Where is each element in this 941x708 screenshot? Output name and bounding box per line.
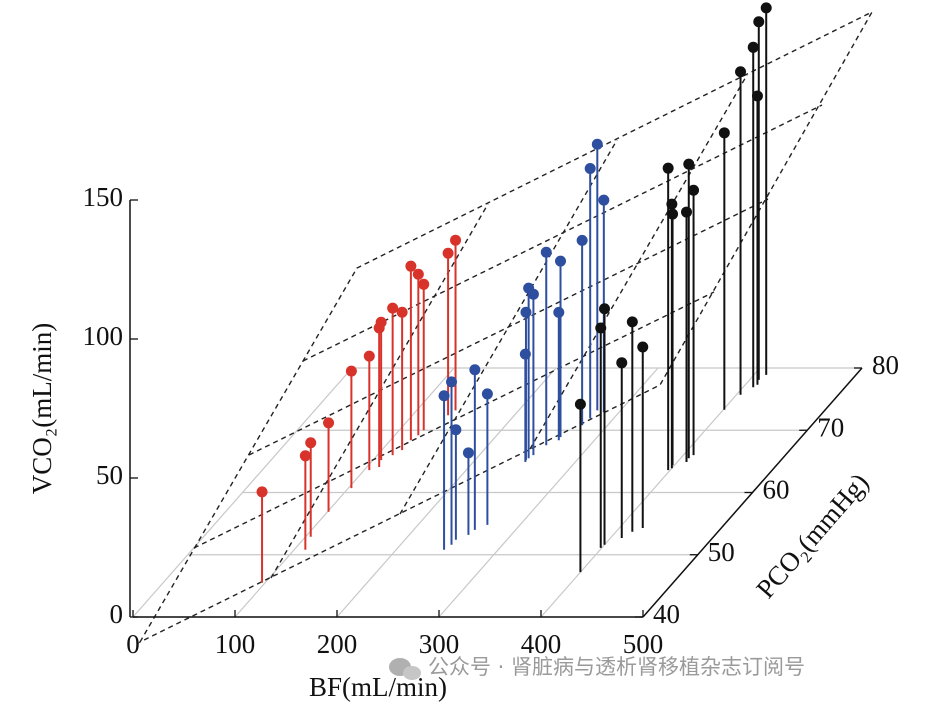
stem-point <box>323 417 335 429</box>
stem-point <box>760 2 772 14</box>
x-tick-label: 500 <box>623 629 664 659</box>
stem-point <box>584 163 596 175</box>
plane-line <box>193 291 715 549</box>
z-tick-label: 60 <box>763 475 790 505</box>
stem-point <box>520 306 532 318</box>
y-tick-label: 0 <box>110 599 124 629</box>
stem-point <box>305 437 317 449</box>
x-tick-label: 100 <box>215 629 256 659</box>
stem-point <box>438 390 450 402</box>
stem-point <box>555 255 567 267</box>
x-tick-label: 300 <box>419 629 460 659</box>
stem-point <box>345 365 357 377</box>
stem-point <box>626 316 638 328</box>
stem-point <box>735 66 747 78</box>
stem-point <box>599 303 611 315</box>
z-tick-label: 80 <box>872 350 899 380</box>
stem-point <box>681 206 693 218</box>
stem-point <box>683 158 695 170</box>
y-tick-label: 50 <box>96 460 123 490</box>
x-tick-label: 0 <box>126 629 140 659</box>
y-tick-label: 150 <box>83 182 124 212</box>
stem-point <box>591 138 603 150</box>
z-tick-label: 50 <box>708 537 735 567</box>
stem-point <box>446 376 458 388</box>
stem-point <box>540 246 552 258</box>
stem-point <box>462 447 474 459</box>
stem-point <box>576 234 588 246</box>
stem-point <box>747 41 759 53</box>
watermark-text: 公众号 · 肾脏病与透析肾移植杂志订阅号 <box>428 655 805 679</box>
z-axis <box>642 367 863 618</box>
stem-point <box>718 127 730 139</box>
stem-point <box>481 388 493 400</box>
z-tick-label: 70 <box>817 412 844 442</box>
stem-point <box>412 268 424 280</box>
fit-plane <box>138 10 874 644</box>
y-tick-label: 100 <box>83 321 124 351</box>
stem-point <box>450 424 462 436</box>
stem-point <box>666 198 678 210</box>
stem-point <box>396 306 408 318</box>
z-tick-label: 40 <box>653 599 680 629</box>
stem-point <box>662 162 674 174</box>
x-tick-label: 400 <box>521 629 562 659</box>
stem-point <box>450 234 462 246</box>
stem-point <box>574 398 586 410</box>
plane-line <box>529 74 748 450</box>
plane-line <box>302 104 823 362</box>
stem-point <box>405 260 417 272</box>
stem-point <box>751 90 763 102</box>
stem-point <box>595 322 607 334</box>
stem-point <box>616 357 628 369</box>
stem-point <box>375 316 387 328</box>
plane-line <box>248 198 769 456</box>
stem-point <box>469 364 481 376</box>
stem-point <box>553 306 565 318</box>
stem-point <box>363 350 375 362</box>
stem-point <box>442 247 454 259</box>
watermark: 公众号 · 肾脏病与透析肾移植杂志订阅号 <box>389 655 805 680</box>
stem-point <box>387 302 399 314</box>
stem-point <box>753 16 765 28</box>
stem-point <box>527 288 539 300</box>
plane-edge <box>138 10 874 644</box>
stem-point <box>688 184 700 196</box>
stem-point <box>667 208 679 220</box>
stem-point <box>598 194 610 206</box>
wechat-icon <box>403 666 421 680</box>
x-tick-label: 200 <box>317 629 358 659</box>
y-axis-title: VCO₂(mL/min) <box>27 323 57 494</box>
stem-point <box>299 450 311 462</box>
x-axis-title: BF(mL/min) <box>309 672 447 702</box>
stem-point <box>256 486 268 498</box>
stem-point <box>418 278 430 290</box>
stem-point <box>637 341 649 353</box>
